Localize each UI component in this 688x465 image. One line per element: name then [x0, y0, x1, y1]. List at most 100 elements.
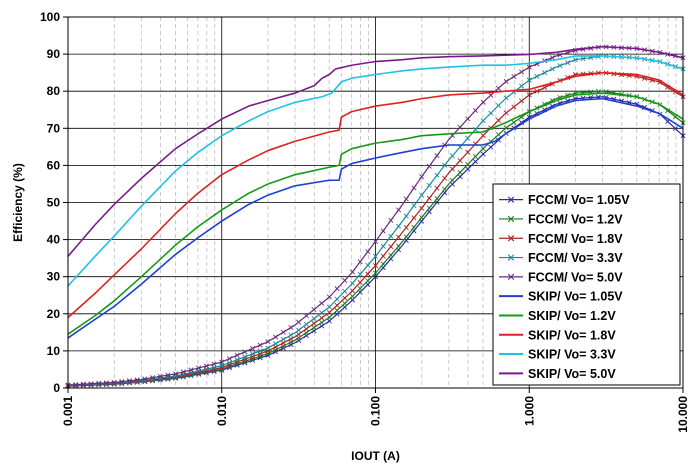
legend-marker — [507, 215, 515, 223]
series-marker — [396, 223, 402, 229]
x-axis-title: IOUT (A) — [351, 449, 400, 463]
legend-label: FCCM/ Vo= 1.8V — [528, 232, 623, 246]
series-marker — [434, 153, 440, 159]
series-9 — [67, 55, 684, 287]
series-marker — [434, 185, 440, 191]
series-marker — [495, 117, 502, 123]
series-marker — [342, 288, 348, 294]
series-marker — [480, 99, 486, 105]
series-marker — [173, 371, 179, 377]
series-marker — [349, 280, 355, 286]
series-marker — [380, 243, 386, 249]
series-marker — [265, 345, 271, 351]
legend-entry: SKIP/ Vo= 1.8V — [499, 328, 616, 342]
legend-label: SKIP/ Vo= 1.2V — [528, 309, 616, 323]
legend-entry: FCCM/ Vo= 1.2V — [499, 212, 623, 226]
series-marker — [365, 262, 371, 268]
series-marker — [273, 341, 279, 347]
series-marker — [249, 345, 256, 351]
x-tick-label: 0.010 — [215, 396, 229, 426]
series-marker — [296, 327, 302, 333]
series-marker — [342, 295, 348, 301]
series-marker — [334, 311, 340, 317]
series-marker — [342, 304, 348, 310]
series-marker — [419, 205, 425, 211]
series-marker — [549, 55, 555, 61]
series-marker — [549, 66, 555, 72]
series-marker — [503, 95, 509, 101]
series-marker — [380, 253, 386, 259]
series-line — [67, 71, 684, 319]
series-marker — [165, 372, 171, 378]
y-tick-label: 60 — [47, 158, 61, 172]
y-tick-label: 50 — [47, 196, 61, 210]
series-marker — [434, 196, 440, 202]
series-marker — [442, 162, 448, 168]
y-tick-label: 90 — [47, 47, 61, 61]
series-marker — [326, 314, 332, 320]
series-marker — [411, 224, 417, 230]
series-marker — [488, 144, 494, 150]
series-marker — [672, 126, 678, 132]
series-marker — [196, 365, 202, 371]
x-tick-label: 1.000 — [522, 396, 536, 426]
series-marker — [80, 381, 86, 387]
series-marker — [311, 320, 317, 326]
series-marker — [534, 88, 540, 94]
series-marker — [480, 118, 486, 124]
series-marker — [319, 315, 325, 321]
series-marker — [503, 110, 509, 116]
series-marker — [419, 174, 425, 180]
y-tick-label: 100 — [40, 10, 60, 24]
series-marker — [288, 336, 294, 342]
series-marker — [403, 213, 409, 219]
series-marker — [103, 381, 109, 387]
series-marker — [449, 153, 455, 159]
legend-label: SKIP/ Vo= 1.8V — [528, 328, 616, 342]
legend-label: SKIP/ Vo= 1.05V — [528, 290, 623, 304]
series-marker — [219, 359, 225, 365]
series-marker — [411, 215, 417, 221]
series-marker — [519, 98, 525, 104]
series-10 — [67, 45, 684, 257]
series-marker — [495, 85, 502, 91]
legend: FCCM/ Vo= 1.05V FCCM/ Vo= 1.2V FCCM/ Vo= 1… — [492, 183, 681, 386]
series-marker — [557, 63, 563, 69]
series-marker — [488, 110, 494, 116]
series-marker — [472, 153, 478, 160]
legend-entry: FCCM/ Vo= 1.05V — [499, 193, 630, 207]
series-marker — [419, 192, 425, 198]
series-marker — [396, 243, 402, 249]
series-marker — [526, 64, 532, 70]
y-tick-label: 80 — [47, 84, 61, 98]
series-marker — [349, 288, 355, 294]
series-marker — [503, 125, 509, 131]
series-marker — [242, 349, 248, 355]
series-marker — [449, 177, 455, 183]
series-marker — [334, 307, 340, 313]
series-marker — [296, 319, 302, 325]
series-marker — [465, 161, 471, 167]
series-marker — [465, 166, 471, 172]
series-marker — [280, 336, 286, 342]
series-marker — [326, 310, 332, 316]
y-tick-label: 0 — [53, 381, 60, 395]
legend-entry: SKIP/ Vo= 1.2V — [499, 309, 616, 323]
legend-entry: FCCM/ Vo= 1.8V — [499, 232, 623, 246]
series-marker — [457, 158, 463, 164]
series-marker — [426, 195, 432, 201]
legend-entry: SKIP/ Vo= 1.05V — [499, 290, 623, 304]
series-marker — [111, 379, 117, 385]
series-marker — [296, 331, 302, 337]
series-marker — [442, 186, 448, 192]
legend-label: FCCM/ Vo= 5.0V — [528, 270, 623, 284]
legend-label: FCCM/ Vo= 3.3V — [528, 251, 623, 265]
series-marker — [365, 271, 371, 277]
series-marker — [249, 351, 256, 357]
series-marker — [96, 380, 102, 386]
y-tick-label: 10 — [47, 344, 61, 358]
series-marker — [542, 70, 548, 76]
series-marker — [457, 169, 463, 175]
series-marker — [472, 108, 478, 114]
series-marker — [526, 92, 532, 98]
